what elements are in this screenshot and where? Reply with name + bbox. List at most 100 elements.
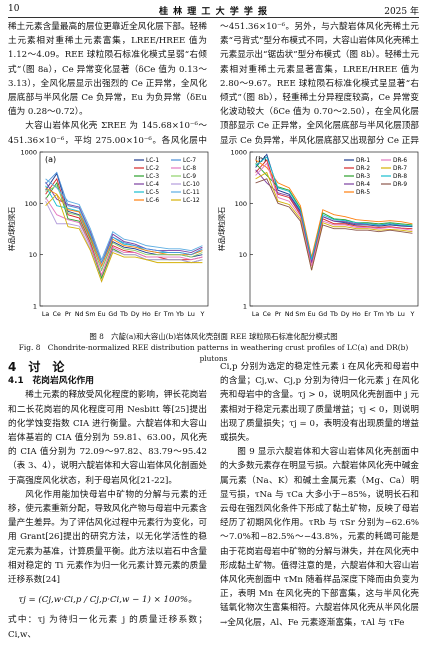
x-tick-label: Dy — [131, 311, 140, 318]
x-tick-label: Gd — [108, 311, 117, 318]
x-tick-label: La — [42, 311, 50, 318]
caption-en: Fig. 8 Chondrite-normalized REE distribu… — [18, 343, 409, 363]
paragraph: 风化作用能加快母岩中矿物的分解与元素的迁移，使元素重新分配，导致风化产物与母岩中… — [8, 489, 207, 586]
y-tick-label: 1 — [243, 303, 247, 311]
paragraph: 稀土元素含量最高的层位更靠近全风化层下部。轻稀土元素相对重稀土元素富集，LREE… — [8, 22, 207, 118]
legend-label: DR-4 — [356, 182, 370, 188]
legend-label: LC-1 — [146, 158, 159, 164]
x-tick-label: Tm — [163, 311, 174, 318]
text-column: 4 讨 论 4.1 花岗岩风化作用 稀土元素的释放受风化程度的影响，钾长花岗岩和… — [8, 360, 207, 648]
plot-frame — [39, 151, 209, 307]
x-tick-label: Pr — [275, 311, 282, 318]
x-tick-label: Yb — [385, 311, 394, 318]
legend-label: DR-9 — [393, 182, 407, 188]
year: 2025 年 — [384, 7, 419, 17]
x-tick-label: La — [252, 311, 260, 318]
legend-label: DR-1 — [356, 158, 370, 164]
series-line — [45, 172, 203, 272]
x-tick-label: Pr — [65, 311, 72, 318]
x-tick-label: Gd — [318, 311, 327, 318]
paragraph: 图 9 显示六靛岩体和大容山岩体风化壳剖面中的大多数元素存在明显亏损。六靛岩体风… — [220, 447, 419, 628]
paragraph: ～451.36×10⁻⁶。另外，与六靛岩体风化壳稀土元素“弓背式”型分布模式不同… — [220, 22, 419, 144]
series-line — [45, 185, 203, 272]
series-line — [255, 178, 413, 271]
page-number: 10 — [8, 4, 20, 14]
x-tick-label: Tm — [373, 311, 384, 318]
legend-label: LC-10 — [183, 182, 200, 188]
paragraph: 稀土元素的释放受风化程度的影响，钾长花岗岩和二长花岗岩的风化程度可用 Nesbi… — [8, 390, 207, 486]
legend-label: LC-7 — [183, 158, 196, 164]
x-tick-label: Er — [364, 311, 371, 318]
paragraph: 大容山岩体风化壳 ΣREE 为 145.68×10⁻⁶～451.36×10⁻⁶，… — [8, 121, 207, 144]
legend-label: LC-4 — [146, 182, 159, 188]
plot-frame — [249, 151, 419, 307]
y-axis-label: 样品/球粒陨石 — [7, 207, 16, 251]
figure-caption: 图 8 六靛(a)和大容山(b)岩体风化壳剖面 REE 球粒陨石标准化配分模式图… — [6, 331, 421, 364]
chart: (a) 样品/球粒陨石 1 10 100 1000 La Ce Pr Nd Sm Eu Gd Tb Dy Ho… — [7, 149, 209, 318]
series-line — [45, 178, 203, 261]
x-tick-label: Y — [409, 311, 414, 318]
chart: (b) 样品/球粒陨石 1 10 100 1000 La Ce Pr Nd Sm Eu Gd Tb Dy Ho… — [217, 149, 419, 318]
x-tick-label: Nd — [285, 311, 294, 318]
x-tick-label: Ce — [263, 311, 271, 318]
paragraph: Ci,p 分别为选定的稳定性元素 i 在风化壳和母岩中的含量；Cj,w、Cj,p… — [220, 362, 419, 444]
y-tick-label: 1000 — [20, 149, 37, 157]
series-line — [255, 159, 413, 267]
paragraph: 式中：τj 为待归一化元素 j 的质量迁移系数；Ci,w、 — [8, 615, 207, 640]
legend-label: LC-11 — [183, 190, 200, 196]
text-column: ～451.36×10⁻⁶。另外，与六靛岩体风化壳稀土元素“弓背式”型分布模式不同… — [220, 20, 419, 144]
legend-label: DR-5 — [356, 190, 370, 196]
x-tick-label: Ho — [352, 311, 361, 318]
x-tick-label: Lu — [398, 311, 405, 318]
journal-name: 桂 林 理 工 大 学 学 报 — [159, 7, 268, 17]
series-line — [45, 193, 203, 283]
legend-label: DR-7 — [393, 166, 407, 172]
running-header: 10 桂 林 理 工 大 学 学 报 2025 年 — [8, 2, 419, 18]
x-tick-label: Lu — [188, 311, 195, 318]
y-axis-label: 样品/球粒陨石 — [217, 207, 226, 251]
series-line — [255, 162, 413, 267]
series-line — [45, 171, 203, 264]
x-tick-label: Nd — [75, 311, 84, 318]
legend-label: LC-9 — [183, 174, 196, 180]
series-line — [45, 181, 203, 264]
x-tick-label: Yb — [175, 311, 184, 318]
y-tick-label: 10 — [239, 251, 247, 259]
text-column: Ci,p 分别为选定的稳定性元素 i 在风化壳和母岩中的含量；Cj,w、Cj,p… — [220, 360, 419, 648]
y-tick-label: 100 — [235, 200, 247, 208]
series-line — [255, 163, 413, 260]
x-tick-label: Y — [199, 311, 204, 318]
section-heading: 4 讨 论 — [8, 360, 65, 374]
legend-label: LC-12 — [183, 198, 200, 204]
x-tick-label: Eu — [98, 311, 106, 318]
series-line — [45, 185, 203, 268]
legend-label: DR-2 — [356, 166, 370, 172]
x-tick-label: Ce — [53, 311, 61, 318]
legend-label: LC-8 — [183, 166, 196, 172]
y-tick-label: 1 — [33, 303, 37, 311]
equation: τj = (Cj,w·Ci,p / Cj,p·Ci,w − 1) × 100%。 — [18, 595, 197, 606]
legend-label: LC-3 — [146, 174, 159, 180]
legend-label: DR-6 — [393, 158, 407, 164]
x-tick-label: Tb — [329, 311, 338, 318]
series-line — [255, 153, 413, 263]
x-tick-label: Er — [154, 311, 161, 318]
series-line — [45, 201, 203, 283]
caption-zh: 图 8 六靛(a)和大容山(b)岩体风化壳剖面 REE 球粒陨石标准化配分模式图 — [89, 332, 338, 341]
panel-label: (b) — [255, 155, 266, 164]
y-tick-label: 10 — [29, 251, 37, 259]
x-tick-label: Ho — [142, 311, 151, 318]
x-tick-label: Tb — [119, 311, 128, 318]
legend-label: DR-3 — [356, 174, 370, 180]
series-line — [255, 156, 413, 260]
y-tick-label: 100 — [25, 200, 37, 208]
legend-label: DR-8 — [393, 174, 407, 180]
legend-label: LC-2 — [146, 166, 159, 172]
legend-label: LC-5 — [146, 190, 159, 196]
x-tick-label: Eu — [308, 311, 316, 318]
text-column: 稀土元素含量最高的层位更靠近全风化层下部。轻稀土元素相对重稀土元素富集，LREE… — [8, 20, 207, 144]
series-line — [45, 181, 203, 280]
subsection-heading: 4.1 花岗岩风化作用 — [8, 376, 94, 387]
y-tick-label: 1000 — [230, 149, 247, 157]
